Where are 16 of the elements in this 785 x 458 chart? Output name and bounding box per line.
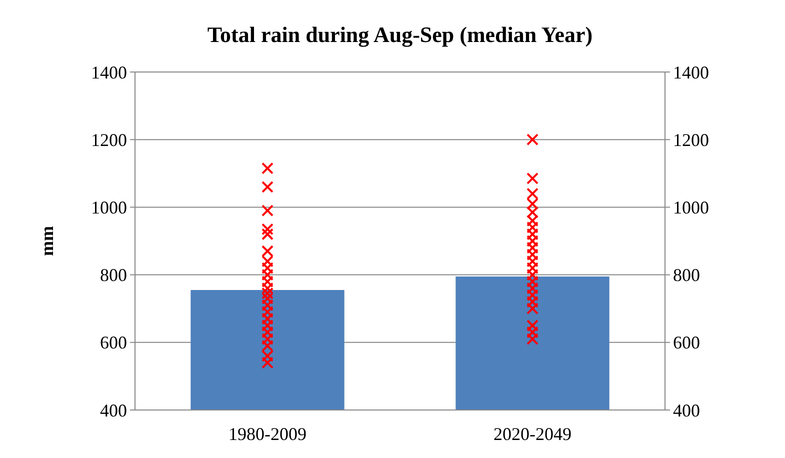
y2-tick-label: 1200 — [673, 130, 709, 150]
y-tick-label: 1000 — [91, 198, 127, 218]
y-axis-title: mm — [37, 226, 57, 256]
y2-tick-label: 800 — [673, 265, 700, 286]
y2-tick-label: 400 — [673, 400, 700, 420]
y-tick-label: 800 — [100, 265, 127, 286]
y2-tick-label: 1000 — [673, 198, 709, 218]
chart-title: Total rain during Aug-Sep (median Year) — [207, 22, 593, 47]
x-tick-label: 2020-2049 — [494, 424, 572, 444]
y-tick-label: 1400 — [91, 62, 127, 82]
y-tick-label: 1200 — [91, 130, 127, 150]
y-tick-label: 400 — [100, 400, 127, 420]
y2-tick-label: 1400 — [673, 62, 709, 82]
y2-tick-label: 600 — [673, 332, 700, 353]
x-tick-label: 1980-2009 — [228, 424, 306, 444]
y-tick-label: 600 — [100, 332, 127, 353]
